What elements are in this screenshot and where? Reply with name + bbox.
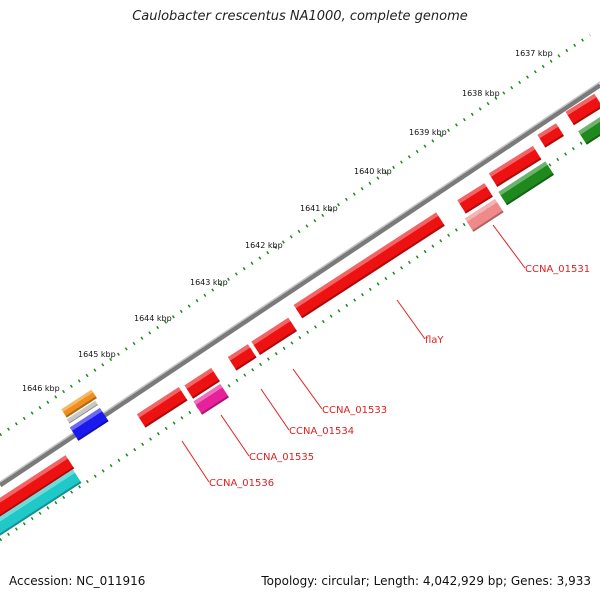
- scale-tick-label: 1643 kbp: [190, 278, 228, 287]
- gene-arrow-icon[interactable]: [565, 93, 600, 126]
- label-leader-lines: [181, 224, 526, 483]
- gene-label-ccna01533[interactable]: CCNA_01533: [322, 405, 387, 416]
- gene-arrow-icon[interactable]: [184, 367, 220, 399]
- accession-text: Accession: NC_011916: [9, 574, 146, 588]
- map-title: Caulobacter crescentus NA1000, complete …: [132, 9, 468, 24]
- gene-arrow-icon[interactable]: [457, 183, 493, 214]
- leader-line-ccna01536: [181, 440, 210, 483]
- leader-line-ccna01535: [220, 414, 250, 457]
- gene-arrow-icon[interactable]: [578, 116, 600, 145]
- scale-tick-label: 1644 kbp: [134, 314, 172, 323]
- gene-arrow-icon[interactable]: [136, 387, 188, 428]
- scale-tick-label: 1641 kbp: [300, 204, 338, 213]
- gene-features: [0, 93, 600, 538]
- genome-summary-text: Topology: circular; Length: 4,042,929 bp…: [261, 574, 591, 588]
- scale-tick-label: 1645 kbp: [78, 350, 116, 359]
- gene-arrow-icon[interactable]: [464, 198, 504, 232]
- gene-arrow-icon[interactable]: [498, 161, 555, 206]
- leader-line-ccna01533: [292, 368, 323, 410]
- lower-scale-arc: [0, 128, 600, 542]
- gene-arrow-icon[interactable]: [61, 389, 97, 418]
- scale-tick-label: 1646 kbp: [22, 384, 60, 393]
- gene-label-ccna01534[interactable]: CCNA_01534: [289, 426, 354, 437]
- gene-arrow-icon[interactable]: [293, 212, 445, 319]
- scale-tick-label: 1642 kbp: [245, 241, 283, 250]
- gene-label-ccna01535[interactable]: CCNA_01535: [249, 452, 314, 463]
- gene-label-flay[interactable]: flaY: [425, 335, 444, 346]
- gene-arrow-icon[interactable]: [488, 145, 542, 187]
- scale-tick-label: 1639 kbp: [409, 128, 447, 137]
- gene-arrow-icon[interactable]: [251, 317, 297, 356]
- leader-line-ccna01531: [492, 224, 526, 269]
- upper-scale-arc: [0, 33, 591, 437]
- gene-arrow-icon[interactable]: [0, 469, 82, 538]
- scale-tick-label: 1637 kbp: [515, 49, 553, 58]
- gene-arrow-icon[interactable]: [193, 383, 229, 415]
- gene-arrow-icon[interactable]: [0, 455, 75, 518]
- scale-tick-labels: 1637 kbp 1638 kbp 1639 kbp 1640 kbp 1641…: [22, 49, 553, 393]
- gene-arrow-icon[interactable]: [537, 123, 565, 148]
- scale-tick-label: 1640 kbp: [354, 167, 392, 176]
- gene-arrow-icon[interactable]: [66, 400, 98, 424]
- gene-labels: CCNA_01531 flaY CCNA_01533 CCNA_01534 CC…: [209, 264, 590, 489]
- scale-tick-label: 1638 kbp: [462, 89, 500, 98]
- leader-line-ccna01534: [260, 388, 290, 431]
- gene-label-ccna01531[interactable]: CCNA_01531: [525, 264, 590, 275]
- gene-label-ccna01536[interactable]: CCNA_01536: [209, 478, 274, 489]
- leader-line-flay: [396, 299, 426, 340]
- gene-arrow-icon[interactable]: [227, 344, 257, 371]
- gene-arrow-icon[interactable]: [69, 407, 109, 441]
